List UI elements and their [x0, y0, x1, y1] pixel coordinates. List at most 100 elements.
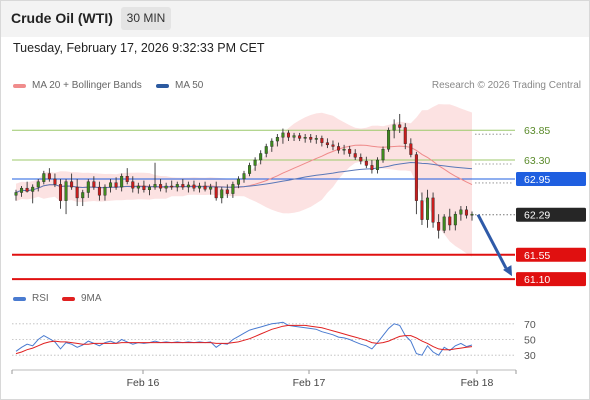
candle: [359, 157, 363, 162]
candle: [470, 213, 474, 216]
candle: [20, 187, 24, 193]
interval-button[interactable]: 30 MIN: [121, 7, 171, 30]
level-tag-62.29: [516, 207, 586, 222]
candle: [303, 137, 307, 139]
level-tag-62.95: [516, 171, 586, 186]
candle: [264, 146, 268, 154]
candle: [364, 160, 368, 166]
candle: [231, 184, 235, 194]
candle: [331, 144, 335, 147]
candle: [409, 143, 413, 155]
x-tick-label: Feb 18: [461, 377, 494, 389]
candle: [198, 185, 202, 189]
candle: [342, 148, 346, 151]
timestamp: Tuesday, February 17, 2026 9:32:33 PM CE…: [13, 41, 265, 55]
candle: [398, 124, 402, 128]
candle: [175, 184, 179, 188]
ma50-line: [15, 161, 473, 193]
candle: [414, 154, 418, 201]
candle: [437, 222, 441, 231]
rsi-ma-swatch: [62, 297, 75, 301]
candle: [370, 165, 374, 170]
level-label-63.30: 63.30: [524, 155, 550, 167]
level-label-61.55: 61.55: [524, 250, 550, 262]
candle: [203, 185, 207, 190]
candle: [103, 186, 107, 196]
level-label-62.29: 62.29: [524, 210, 550, 222]
credit-text: Research © 2026 Trading Central: [431, 80, 581, 91]
candle: [70, 181, 74, 188]
candle: [459, 209, 463, 215]
forecast-arrow-shaft: [476, 214, 508, 269]
candle: [381, 148, 385, 161]
candle: [42, 173, 46, 182]
candle: [320, 138, 324, 143]
candle: [448, 216, 452, 226]
ma20-swatch: [13, 84, 26, 88]
legend-rsi-ma[interactable]: 9MA: [81, 293, 102, 304]
candle: [431, 197, 435, 223]
candle: [442, 216, 446, 231]
candle: [164, 185, 168, 189]
level-label-62.95: 62.95: [524, 174, 550, 186]
candle: [97, 186, 101, 196]
candle: [314, 138, 318, 140]
candle: [353, 153, 357, 158]
candle: [114, 182, 118, 188]
candle: [403, 127, 407, 144]
legend-ma20[interactable]: MA 20 + Bollinger Bands: [32, 80, 142, 91]
candle: [120, 176, 124, 188]
candle: [109, 182, 113, 188]
candle: [131, 181, 135, 189]
candle: [253, 159, 257, 166]
candle: [58, 184, 62, 201]
candle: [36, 181, 40, 188]
level-tag-61.55: [516, 247, 586, 262]
candle: [25, 187, 29, 192]
candle: [209, 186, 213, 190]
legend-ma50[interactable]: MA 50: [175, 80, 204, 91]
candle: [337, 146, 341, 151]
candle: [270, 140, 274, 147]
level-label-61.10: 61.10: [524, 274, 550, 286]
rsi-tick-30: 30: [524, 350, 536, 362]
rsi-series-0: [15, 321, 473, 356]
candle: [325, 142, 329, 146]
candle: [181, 184, 185, 188]
candle: [281, 132, 285, 138]
candle: [225, 189, 229, 194]
candle: [136, 185, 140, 189]
rsi-swatch: [13, 297, 26, 301]
candle: [53, 178, 57, 185]
candle: [192, 184, 196, 189]
candle: [14, 192, 18, 196]
forecast-arrow-head: [503, 265, 512, 277]
candle: [387, 130, 391, 150]
candle: [159, 184, 163, 189]
candle: [147, 186, 151, 190]
instrument-title: Crude Oil (WTI): [11, 10, 113, 26]
candle: [31, 186, 35, 192]
candle: [298, 135, 302, 139]
candle: [248, 165, 252, 174]
candle: [420, 200, 424, 220]
candle: [64, 181, 68, 201]
legend-rsi[interactable]: RSI: [32, 293, 49, 304]
candle: [92, 181, 96, 188]
level-tag-61.10: [516, 272, 586, 287]
x-tick-label: Feb 17: [293, 377, 326, 389]
x-tick-label: Feb 16: [127, 377, 160, 389]
candle: [153, 184, 157, 188]
candle: [309, 137, 313, 140]
header-bar: [0, 0, 590, 37]
candle: [292, 135, 296, 138]
candle: [236, 178, 240, 185]
candle: [453, 213, 457, 226]
candle: [81, 192, 85, 199]
candle: [75, 186, 79, 199]
candle: [392, 124, 396, 131]
ma50-swatch: [156, 84, 169, 88]
candle: [47, 173, 51, 180]
candle: [375, 159, 379, 170]
